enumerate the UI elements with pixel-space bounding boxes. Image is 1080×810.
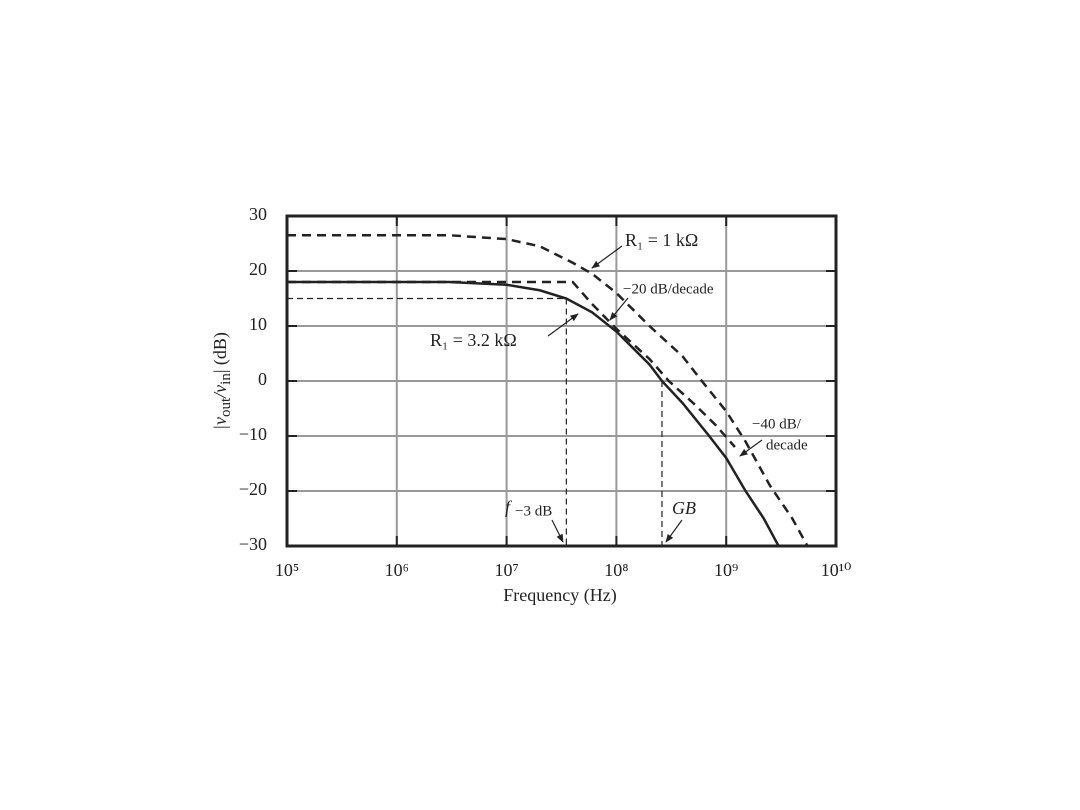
- y-tick-label: 0: [258, 369, 267, 389]
- x-tick-label: 10⁸: [604, 560, 628, 580]
- y-tick-label: −30: [239, 534, 267, 554]
- x-tick-label: 10⁷: [494, 560, 518, 580]
- annotations: R₁ = 1 kΩ −20 dB/decade R₁ = 3.2 kΩ −40 …: [430, 230, 808, 543]
- annotation: −3 dB: [515, 503, 552, 519]
- y-tick-label: 10: [249, 314, 267, 334]
- x-tick-label: 10¹⁰: [821, 560, 852, 580]
- y-axis-label: |vout/vin| (dB): [210, 332, 234, 430]
- arrow: [591, 245, 623, 269]
- annotation: −40 dB/: [752, 416, 802, 432]
- annotation: −20 dB/decade: [623, 281, 714, 297]
- line-series: [287, 280, 736, 448]
- arrow: [551, 519, 564, 543]
- y-tick-label: −20: [239, 479, 267, 499]
- y-label-part: |v: [210, 417, 230, 430]
- x-axis-label: Frequency (Hz): [503, 585, 616, 606]
- y-label-part: out: [218, 397, 234, 417]
- arrow: [547, 313, 579, 337]
- x-tick-label: 10⁶: [385, 560, 409, 580]
- plot-frame: [285, 214, 838, 548]
- y-label-part: in: [218, 373, 234, 385]
- annotation: f: [505, 497, 513, 517]
- y-tick-label: 20: [249, 259, 267, 279]
- annotation: R₁ = 1 kΩ: [625, 230, 698, 250]
- y-label-part: /v: [210, 385, 230, 399]
- arrow: [665, 519, 683, 543]
- x-tick-label: 10⁹: [714, 560, 738, 580]
- annotation: decade: [766, 437, 808, 453]
- annotation: R₁ = 3.2 kΩ: [430, 330, 517, 350]
- line-series: [287, 280, 780, 547]
- x-tick-label: 10⁵: [275, 560, 299, 580]
- arrow: [739, 439, 763, 457]
- arrow: [609, 297, 629, 321]
- y-tick-label: −10: [239, 424, 267, 444]
- line-series: [287, 234, 809, 547]
- y-label-part: | (dB): [210, 332, 231, 373]
- plot-area: [285, 214, 838, 548]
- annotation: GB: [672, 498, 696, 518]
- y-tick-label: 30: [249, 204, 267, 224]
